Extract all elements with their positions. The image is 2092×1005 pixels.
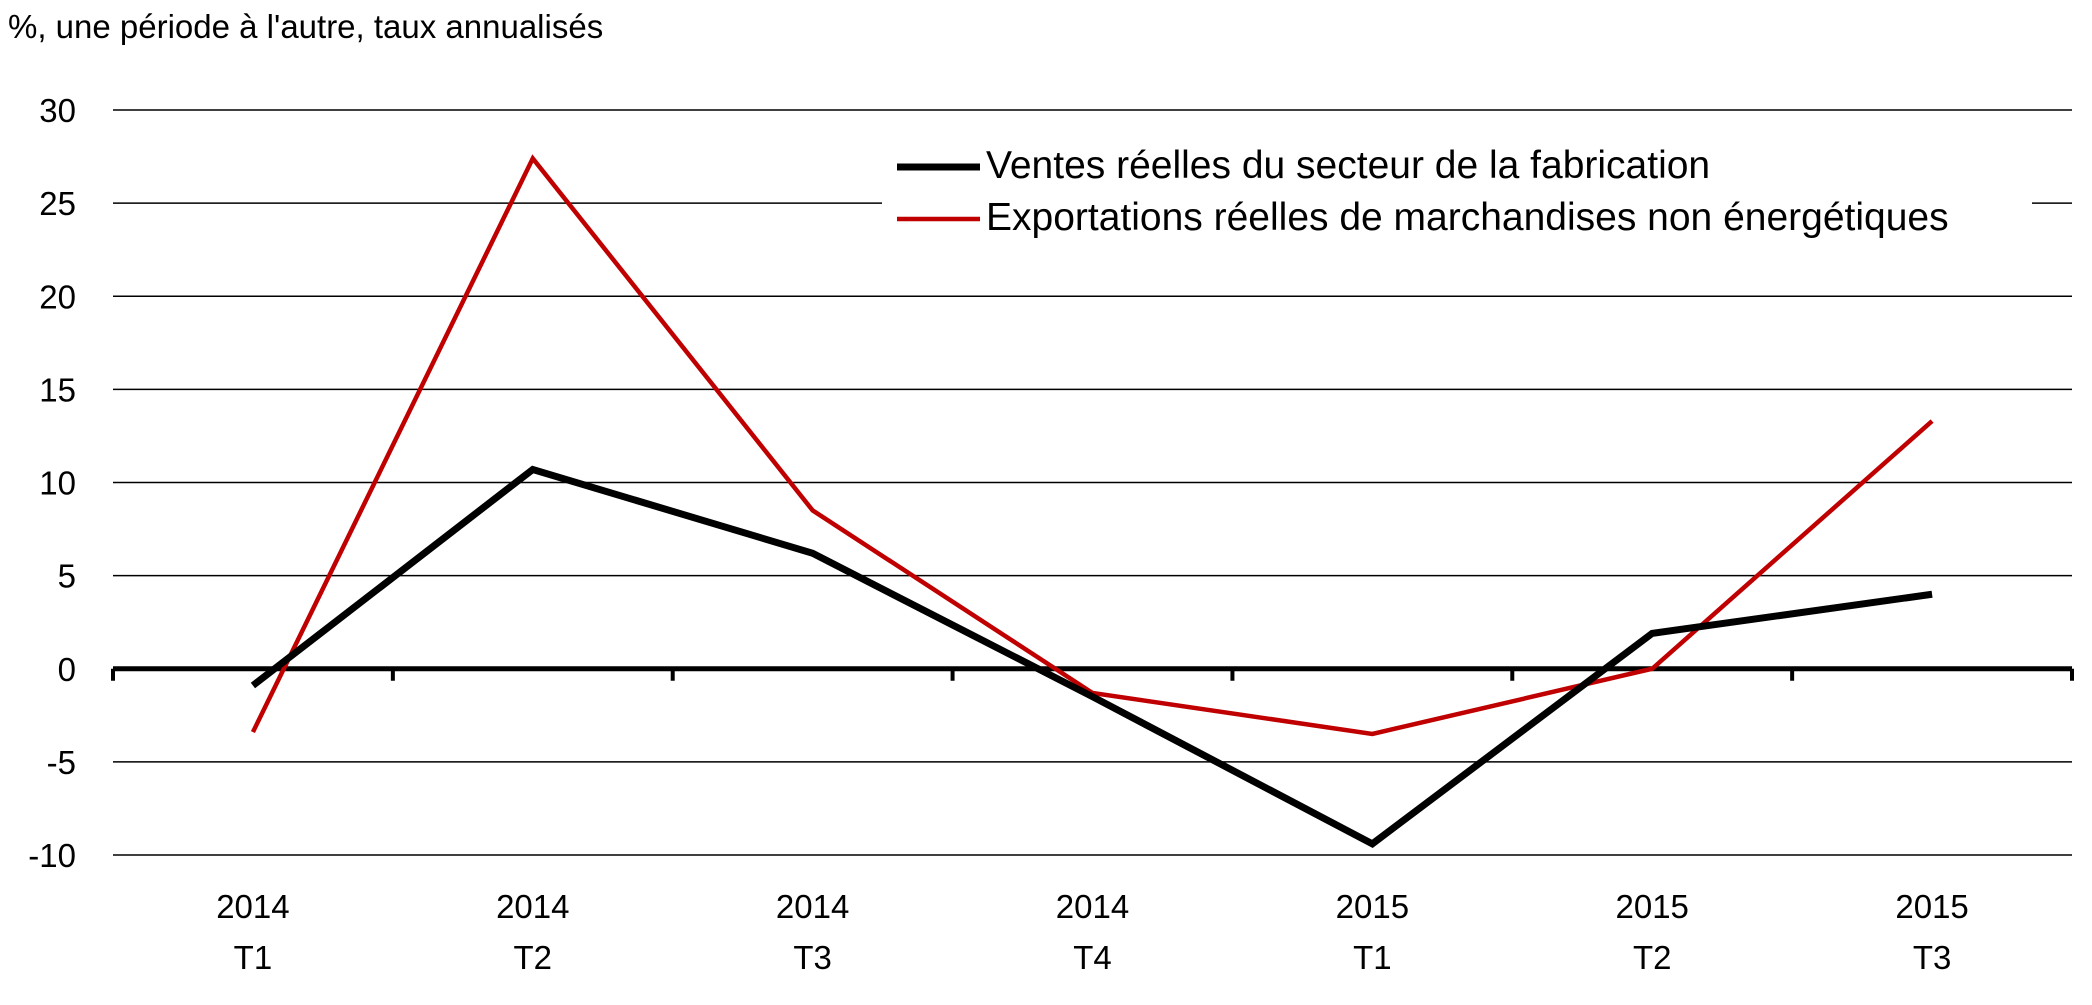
legend-label: Exportations réelles de marchandises non…	[986, 196, 1949, 239]
legend: Ventes réelles du secteur de la fabricat…	[882, 140, 2032, 252]
legend-background	[882, 140, 2032, 252]
x-tick-label-quarter: T1	[1353, 939, 1392, 976]
y-axis-tick-labels: 30 25 20 15 10 5 0 -5 -10	[28, 92, 76, 874]
y-tick-label: -5	[47, 744, 76, 781]
x-tick-label-year: 2014	[1056, 888, 1129, 925]
x-tick-label-quarter: T2	[1633, 939, 1672, 976]
x-tick-label-quarter: T3	[1913, 939, 1952, 976]
y-tick-label: 0	[58, 651, 76, 688]
x-axis	[111, 666, 2074, 681]
x-axis-tick-labels: 2014 T1 2014 T2 2014 T3 2014 T4 2015 T1 2015 T2 2015…	[216, 888, 1969, 976]
x-tick-label-year: 2014	[776, 888, 849, 925]
x-tick-label-quarter: T2	[514, 939, 553, 976]
x-tick-label-year: 2014	[216, 888, 289, 925]
series-lines	[250, 154, 1934, 848]
x-tick-label-year: 2014	[496, 888, 569, 925]
y-tick-label: 25	[39, 185, 76, 222]
x-tick-label-quarter: T1	[234, 939, 273, 976]
x-tick-label-quarter: T4	[1073, 939, 1112, 976]
series-line-manufacturing-sales	[250, 465, 1933, 848]
x-tick-label-year: 2015	[1336, 888, 1409, 925]
gridlines	[113, 109, 2072, 856]
y-tick-label: 20	[39, 278, 76, 315]
y-axis-unit-label: %, une période à l'autre, taux annualisé…	[8, 8, 604, 45]
x-tick-label-year: 2015	[1616, 888, 1689, 925]
x-tick-label-quarter: T3	[793, 939, 832, 976]
y-tick-label: 15	[39, 371, 76, 408]
y-tick-label: 5	[58, 558, 76, 595]
x-tick-label-year: 2015	[1895, 888, 1968, 925]
legend-label: Ventes réelles du secteur de la fabricat…	[986, 144, 1710, 187]
y-tick-label: 30	[39, 92, 76, 129]
y-tick-label: 10	[39, 465, 76, 502]
y-tick-label: -10	[28, 837, 76, 874]
